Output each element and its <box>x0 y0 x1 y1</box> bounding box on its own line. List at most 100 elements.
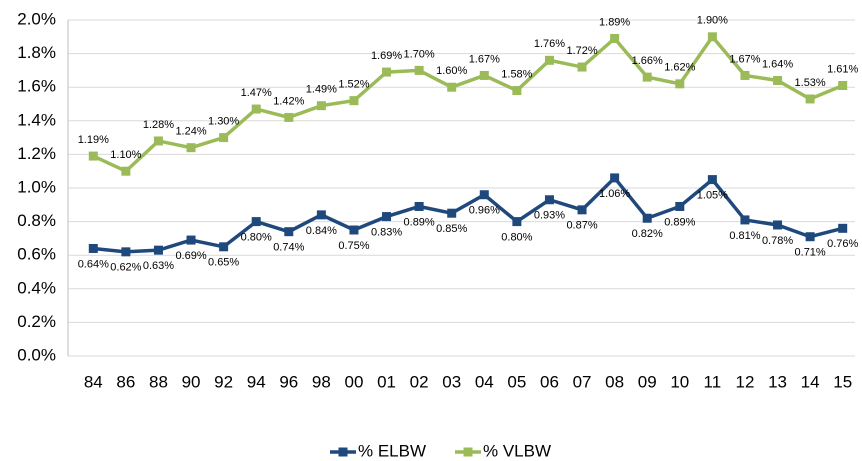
data-label: 1.62% <box>664 62 695 74</box>
data-label: 0.80% <box>501 232 532 244</box>
data-label: 1.69% <box>371 50 402 62</box>
x-tick-label: 96 <box>279 372 298 391</box>
x-tick-label: 00 <box>344 372 363 391</box>
point-marker <box>610 33 620 43</box>
point-marker <box>544 195 554 205</box>
data-label: 1.67% <box>729 53 760 65</box>
x-tick-label: 98 <box>312 372 331 391</box>
y-tick-label: 1.8% <box>17 43 56 62</box>
point-marker <box>349 96 359 106</box>
data-label: 0.83% <box>371 226 402 238</box>
x-tick-label: 84 <box>84 372 103 391</box>
point-marker <box>186 143 196 153</box>
data-label: 0.78% <box>762 235 793 247</box>
point-marker <box>349 225 359 235</box>
point-marker <box>707 175 717 185</box>
point-marker <box>773 220 783 230</box>
x-tick-label: 86 <box>116 372 135 391</box>
y-tick-label: 0.8% <box>17 211 56 230</box>
point-marker <box>414 65 424 75</box>
data-label: 1.72% <box>566 45 597 57</box>
data-label: 0.96% <box>469 205 500 217</box>
point-marker <box>316 101 326 111</box>
data-label: 0.82% <box>632 228 663 240</box>
point-marker <box>382 212 392 222</box>
data-label: 1.89% <box>599 16 630 28</box>
data-label: 0.69% <box>175 250 206 262</box>
x-tick-label: 13 <box>768 372 787 391</box>
point-marker <box>675 201 685 211</box>
point-marker <box>544 55 554 65</box>
x-tick-label: 03 <box>442 372 461 391</box>
data-label: 0.89% <box>404 216 435 228</box>
x-tick-label: 01 <box>377 372 396 391</box>
x-tick-label: 92 <box>214 372 233 391</box>
point-marker <box>675 79 685 89</box>
y-tick-label: 1.0% <box>17 177 56 196</box>
point-marker <box>707 32 717 42</box>
y-tick-label: 1.6% <box>17 77 56 96</box>
point-marker <box>479 70 489 80</box>
x-tick-label: 05 <box>507 372 526 391</box>
data-label: 1.10% <box>110 149 141 161</box>
data-label: 1.30% <box>208 116 239 128</box>
point-marker <box>577 62 587 72</box>
data-label: 1.53% <box>795 77 826 89</box>
point-marker <box>512 217 522 227</box>
x-tick-label: 90 <box>182 372 201 391</box>
data-label: 0.65% <box>208 257 239 269</box>
data-label: 1.66% <box>632 55 663 67</box>
y-tick-label: 1.4% <box>17 110 56 129</box>
x-tick-label: 02 <box>410 372 429 391</box>
legend-marker <box>338 447 348 457</box>
data-label: 0.80% <box>241 232 272 244</box>
data-label: 0.62% <box>110 262 141 274</box>
data-label: 0.89% <box>664 216 695 228</box>
data-label: 1.64% <box>762 58 793 70</box>
data-label: 1.28% <box>143 119 174 131</box>
x-tick-label: 07 <box>573 372 592 391</box>
point-marker <box>773 75 783 85</box>
data-label: 1.06% <box>599 188 630 200</box>
point-marker <box>284 227 294 237</box>
x-tick-label: 15 <box>833 372 852 391</box>
point-marker <box>153 136 163 146</box>
data-label: 1.05% <box>697 190 728 202</box>
point-marker <box>88 151 98 161</box>
data-label: 1.76% <box>534 38 565 50</box>
data-label: 0.75% <box>338 240 369 252</box>
data-label: 1.61% <box>827 63 858 75</box>
data-label: 0.87% <box>566 220 597 232</box>
x-tick-label: 04 <box>475 372 494 391</box>
x-tick-label: 11 <box>704 372 722 391</box>
data-label: 0.71% <box>795 247 826 259</box>
data-label: 1.58% <box>501 68 532 80</box>
data-label: 0.64% <box>78 258 109 270</box>
y-tick-label: 0.6% <box>17 245 56 264</box>
point-marker <box>284 112 294 122</box>
x-tick-label: 06 <box>540 372 559 391</box>
x-tick-label: 88 <box>149 372 168 391</box>
data-label: 0.74% <box>273 242 304 254</box>
point-marker <box>382 67 392 77</box>
data-label: 0.93% <box>534 210 565 222</box>
point-marker <box>642 213 652 223</box>
data-label: 1.49% <box>306 84 337 96</box>
data-label: 0.85% <box>436 223 467 235</box>
point-marker <box>88 243 98 253</box>
point-marker <box>251 217 261 227</box>
y-tick-label: 0.0% <box>17 345 56 364</box>
data-label: 0.81% <box>729 230 760 242</box>
point-marker <box>121 247 131 257</box>
data-label: 1.90% <box>697 15 728 27</box>
data-label: 1.52% <box>338 79 369 91</box>
point-marker <box>642 72 652 82</box>
point-marker <box>740 215 750 225</box>
data-label: 1.67% <box>469 53 500 65</box>
point-marker <box>414 201 424 211</box>
point-marker <box>219 242 229 252</box>
point-marker <box>447 82 457 92</box>
x-tick-label: 09 <box>638 372 657 391</box>
point-marker <box>740 70 750 80</box>
x-tick-label: 10 <box>670 372 689 391</box>
